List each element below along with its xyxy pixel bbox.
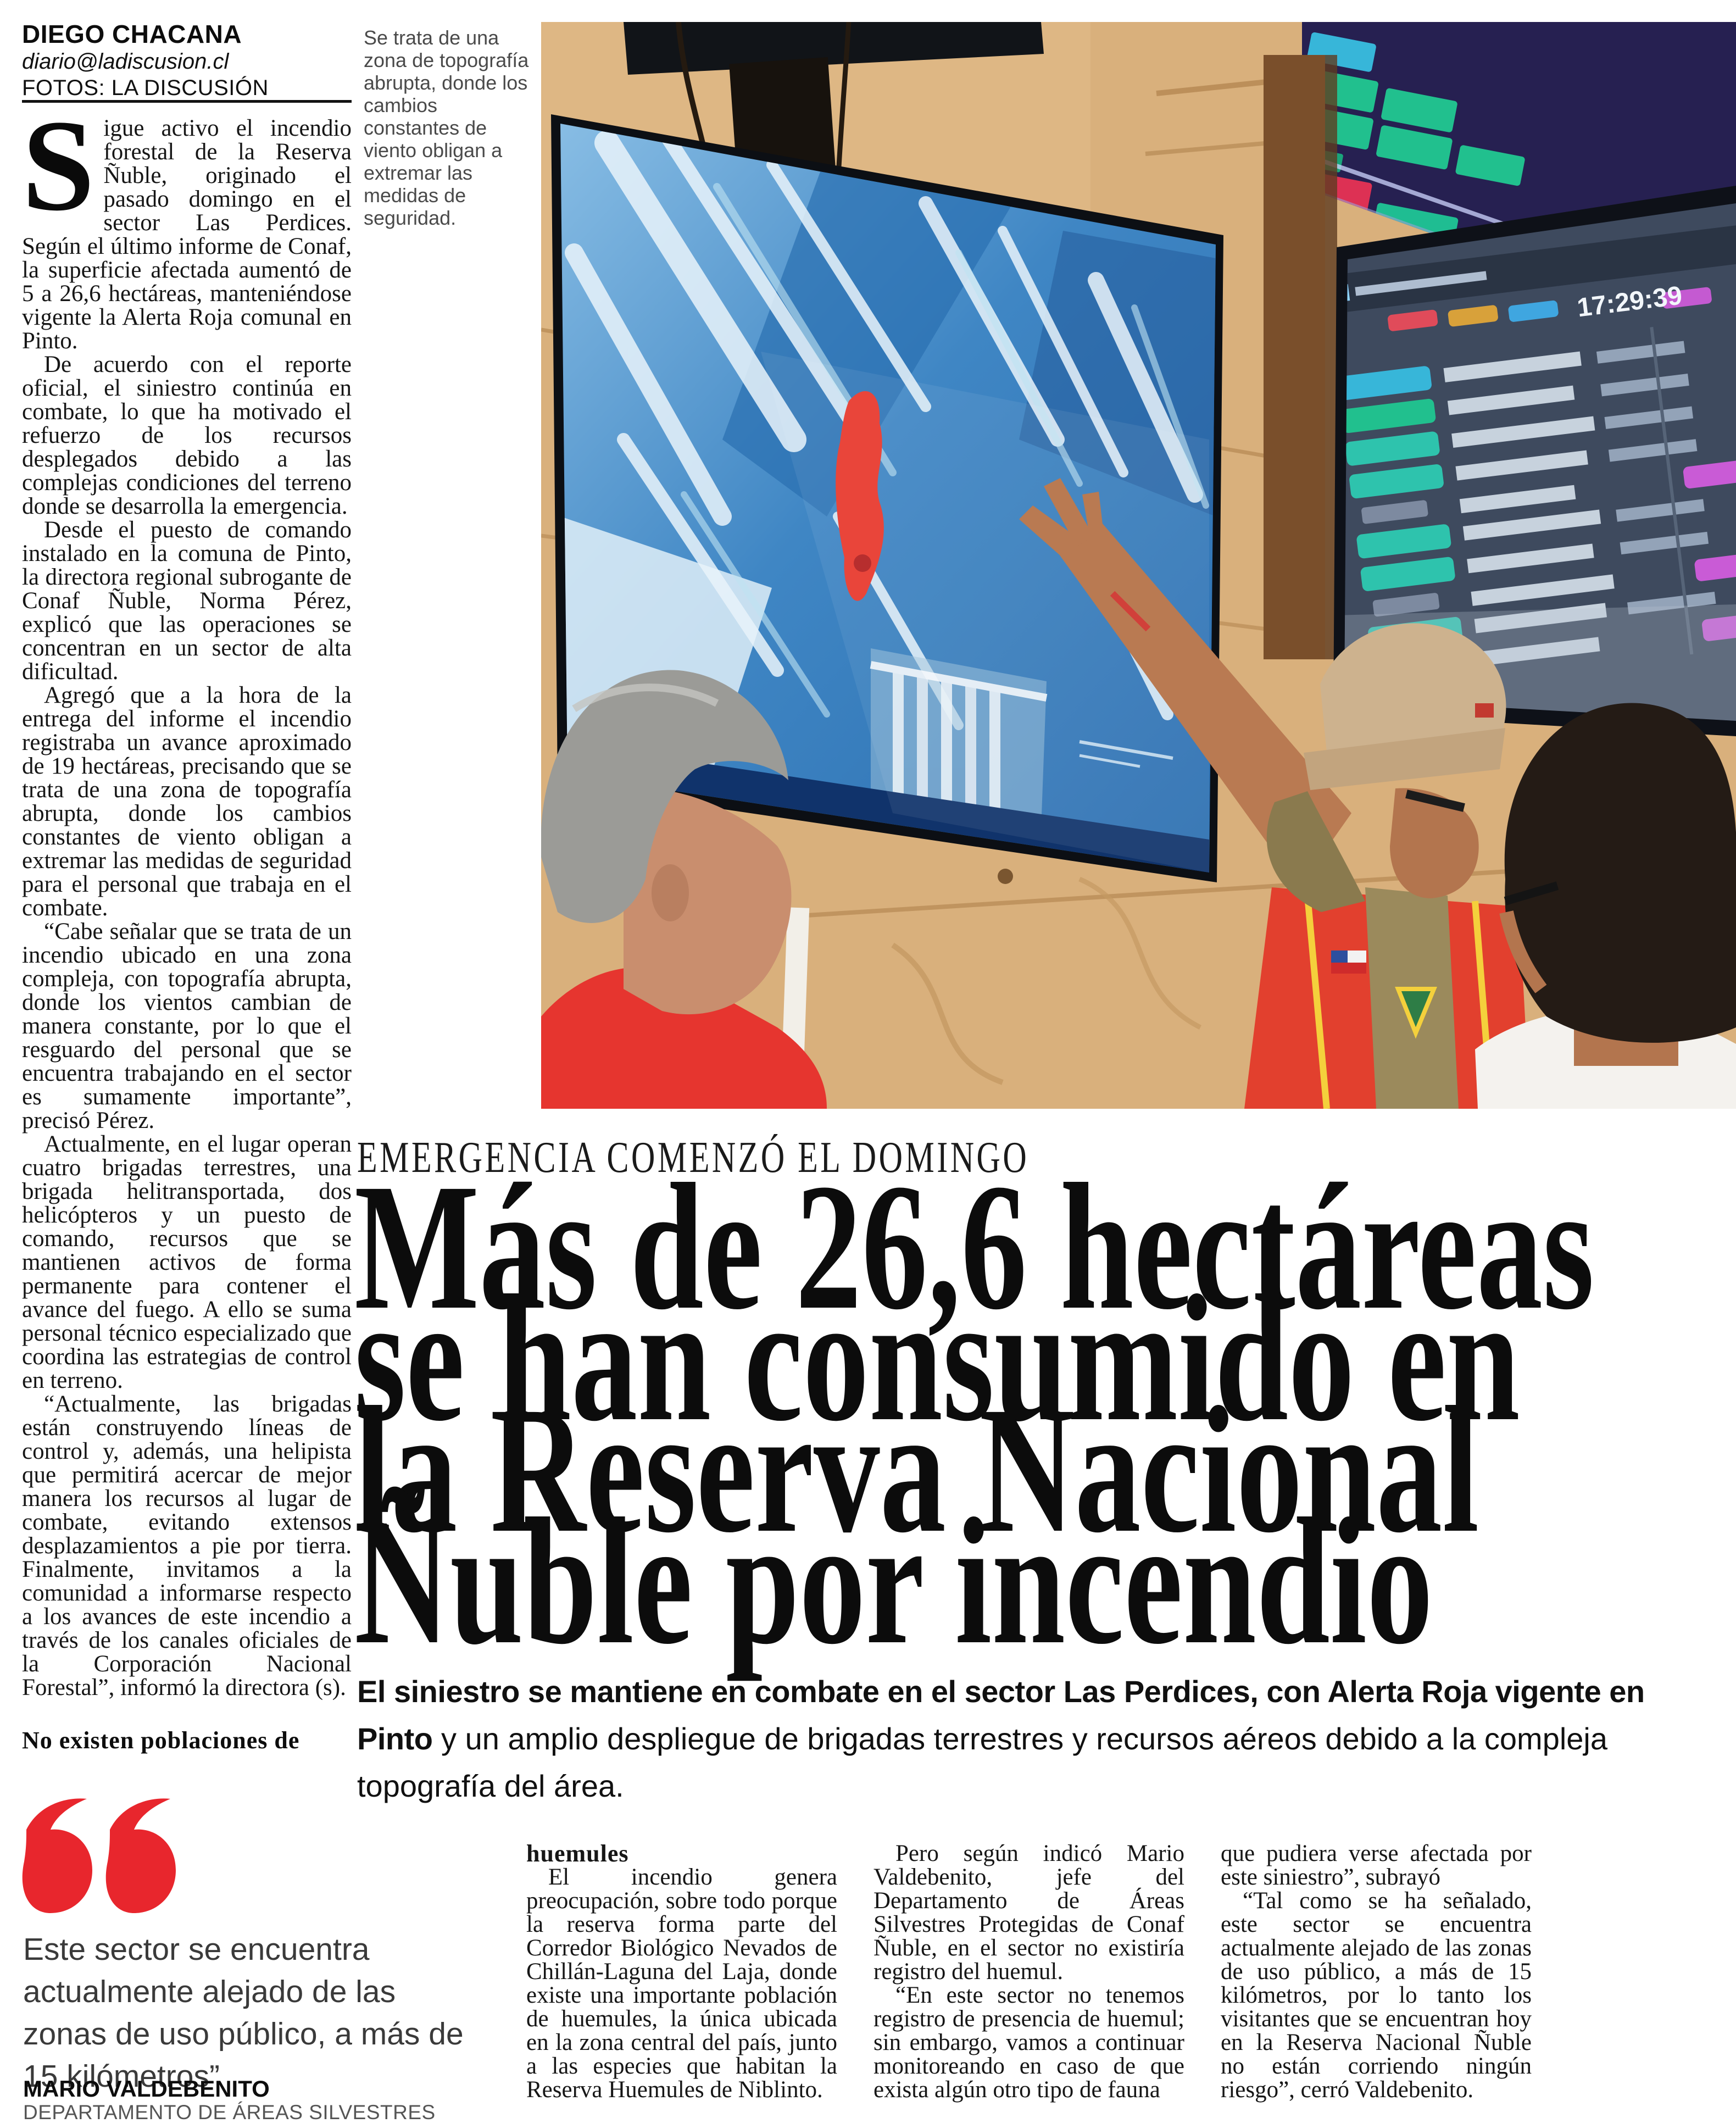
photo-caption: Se trata de una zona de topografía abrup… (364, 26, 529, 229)
byline-email: diario@ladiscusion.cl (22, 49, 229, 74)
article-paragraph: Actualmente, en el lugar operan cuatro b… (22, 1131, 352, 1393)
article-paragraph: El incendio genera preocupación, sobre t… (526, 1864, 837, 2103)
byline: DIEGO CHACANA diario@ladiscusion.cl FOTO… (22, 20, 352, 101)
drop-cap: S (22, 116, 95, 238)
article-subhead-part2: huemules (526, 1842, 629, 1867)
pull-quote-author: MARIO VALDEBENITO (23, 2076, 270, 2102)
sunglasses (1405, 790, 1465, 812)
article-paragraph: Agregó que a la hora de la entrega del i… (22, 682, 352, 921)
pull-quote-text: Este sector se encuentra actualmente ale… (23, 1932, 464, 2094)
person-center-arm (1019, 478, 1351, 887)
headline: Más de 26,6 hectáreas se han consumido e… (354, 1157, 1594, 1682)
red-shirt (541, 966, 827, 1109)
fire-area-marker (836, 391, 884, 601)
dam-structure (870, 648, 1048, 830)
pull-quote-role: DEPARTAMENTO DE ÁREAS SILVESTRES (23, 2101, 436, 2123)
wood-knot (998, 869, 1013, 884)
ear (652, 864, 689, 921)
face (1390, 788, 1479, 898)
conaf-logo (1395, 987, 1437, 1039)
article-paragraph: “En este sector no tenemos registro de p… (873, 1982, 1184, 2103)
beam-shadow (1325, 55, 1337, 659)
dashboard-screen: 17:29:39 (1333, 186, 1736, 736)
article-paragraph: “Actualmente, las brigadas están constru… (22, 1391, 352, 1700)
article-paragraph: Pero según indicó Mario Valdebenito, jef… (873, 1842, 1184, 1985)
article-paragraph: “Cabe señalar que se trata de un incendi… (22, 919, 352, 1133)
byline-divider (22, 100, 352, 103)
lede: El siniestro se mantiene en combate en e… (357, 1668, 1725, 1810)
byline-author: DIEGO CHACANA (22, 20, 242, 48)
pointing-hand (1019, 478, 1104, 560)
wood-dark-beam (1264, 55, 1325, 659)
flag-patch (1331, 951, 1366, 974)
cap-dome (1320, 623, 1506, 753)
taskbar (567, 743, 1209, 872)
lede-bold: El siniestro se mantiene en combate en e… (357, 1674, 1645, 1756)
lede-rest: y un amplio despliegue de brigadas terre… (357, 1721, 1608, 1803)
cable (835, 22, 852, 187)
headline-line: Ñuble por incendio (354, 1481, 1433, 1682)
bottom-column-1: huemules El incendio genera preocupación… (526, 1842, 837, 2112)
map-screen (551, 114, 1223, 882)
sleeve (1266, 791, 1365, 912)
upper-tv-edge (624, 22, 1044, 75)
article-paragraph: De acuerdo con el reporte oficial, el si… (22, 352, 352, 519)
dark-hair (1504, 703, 1736, 1043)
article-subhead-part1: No existen poblaciones de (22, 1727, 300, 1754)
face (624, 788, 792, 1015)
person-left (541, 670, 827, 1109)
person-right (1475, 703, 1736, 1109)
vest-trim (1304, 895, 1330, 1109)
byline-photo-credit: FOTOS: LA DISCUSIÓN (22, 76, 269, 100)
news-photo: 17:29:39 (541, 22, 1736, 1109)
bottom-column-3: que pudiera verse afectada por este sini… (1221, 1842, 1532, 2112)
cap-logo (1475, 703, 1494, 718)
gray-hair (541, 670, 788, 923)
cap-brim (1304, 728, 1505, 790)
map-label-marks (1079, 740, 1173, 768)
quote-icon (22, 1796, 187, 1916)
glasses-arm (1504, 881, 1559, 905)
dashboard-rows (1344, 327, 1736, 684)
bottom-column-2: Pero según indicó Mario Valdebenito, jef… (873, 1842, 1184, 2112)
bracelet (1110, 591, 1151, 632)
sideburn-skin (1499, 910, 1547, 993)
article-paragraph: que pudiera verse afectada por este sini… (1221, 1842, 1532, 1890)
article-paragraph: Desde el puesto de comando instalado en … (22, 517, 352, 685)
person-center (1244, 623, 1530, 1109)
kicker: EMERGENCIA COMENZÓ EL DOMINGO (357, 1133, 1030, 1182)
bottom-columns: huemules El incendio genera preocupación… (526, 1842, 1532, 2112)
article-paragraph: “Tal como se ha señalado, este sector se… (1221, 1888, 1532, 2103)
